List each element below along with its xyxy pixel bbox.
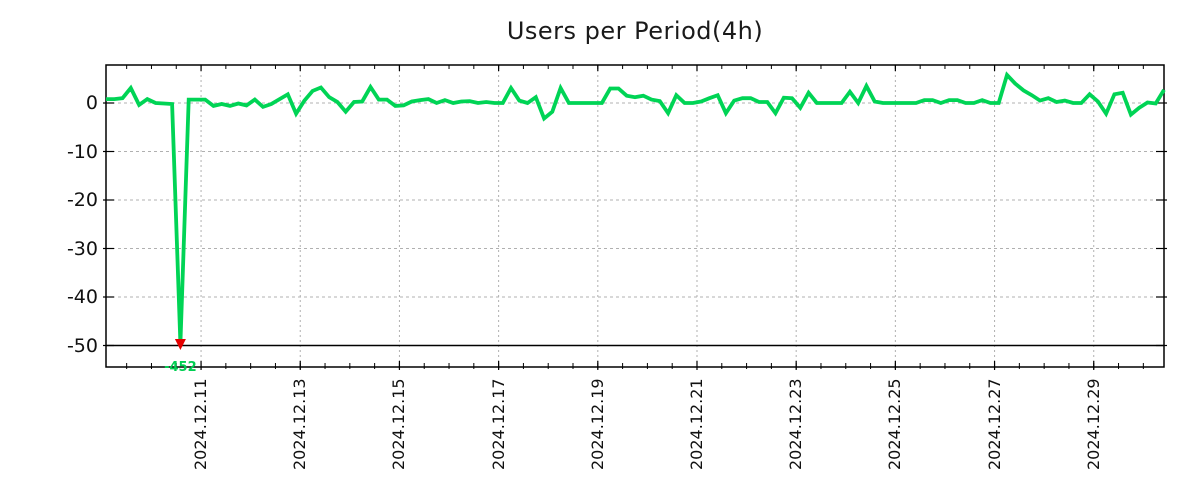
plot-border xyxy=(105,64,1165,368)
y-tick-label: -30 xyxy=(66,237,98,260)
y-tick-label: -10 xyxy=(66,140,98,163)
y-tick-label: -40 xyxy=(66,286,98,308)
x-tick-label: 2024.12.19 xyxy=(587,378,607,470)
x-tick-label: 2024.12.17 xyxy=(488,378,508,470)
min-value-label: -452 xyxy=(164,360,197,375)
x-tick-label: 2024.12.11 xyxy=(191,378,211,470)
x-tick-label: 2024.12.13 xyxy=(290,378,310,470)
y-tick-label: -50 xyxy=(66,334,98,357)
y-tick-label: -20 xyxy=(66,189,98,211)
x-tick-label: 2024.12.27 xyxy=(984,378,1004,470)
y-tick-label: 0 xyxy=(85,92,98,114)
x-tick-label: 2024.12.25 xyxy=(885,378,905,470)
chart-title: Users per Period(4h) xyxy=(506,17,764,45)
x-tick-label: 2024.12.15 xyxy=(389,378,409,470)
x-tick-label: 2024.12.23 xyxy=(786,378,806,470)
x-tick-label: 2024.12.21 xyxy=(686,378,706,470)
users-series-line xyxy=(106,71,1166,344)
x-tick-label: 2024.12.29 xyxy=(1083,378,1103,470)
min-marker-arrow-icon xyxy=(174,339,186,350)
